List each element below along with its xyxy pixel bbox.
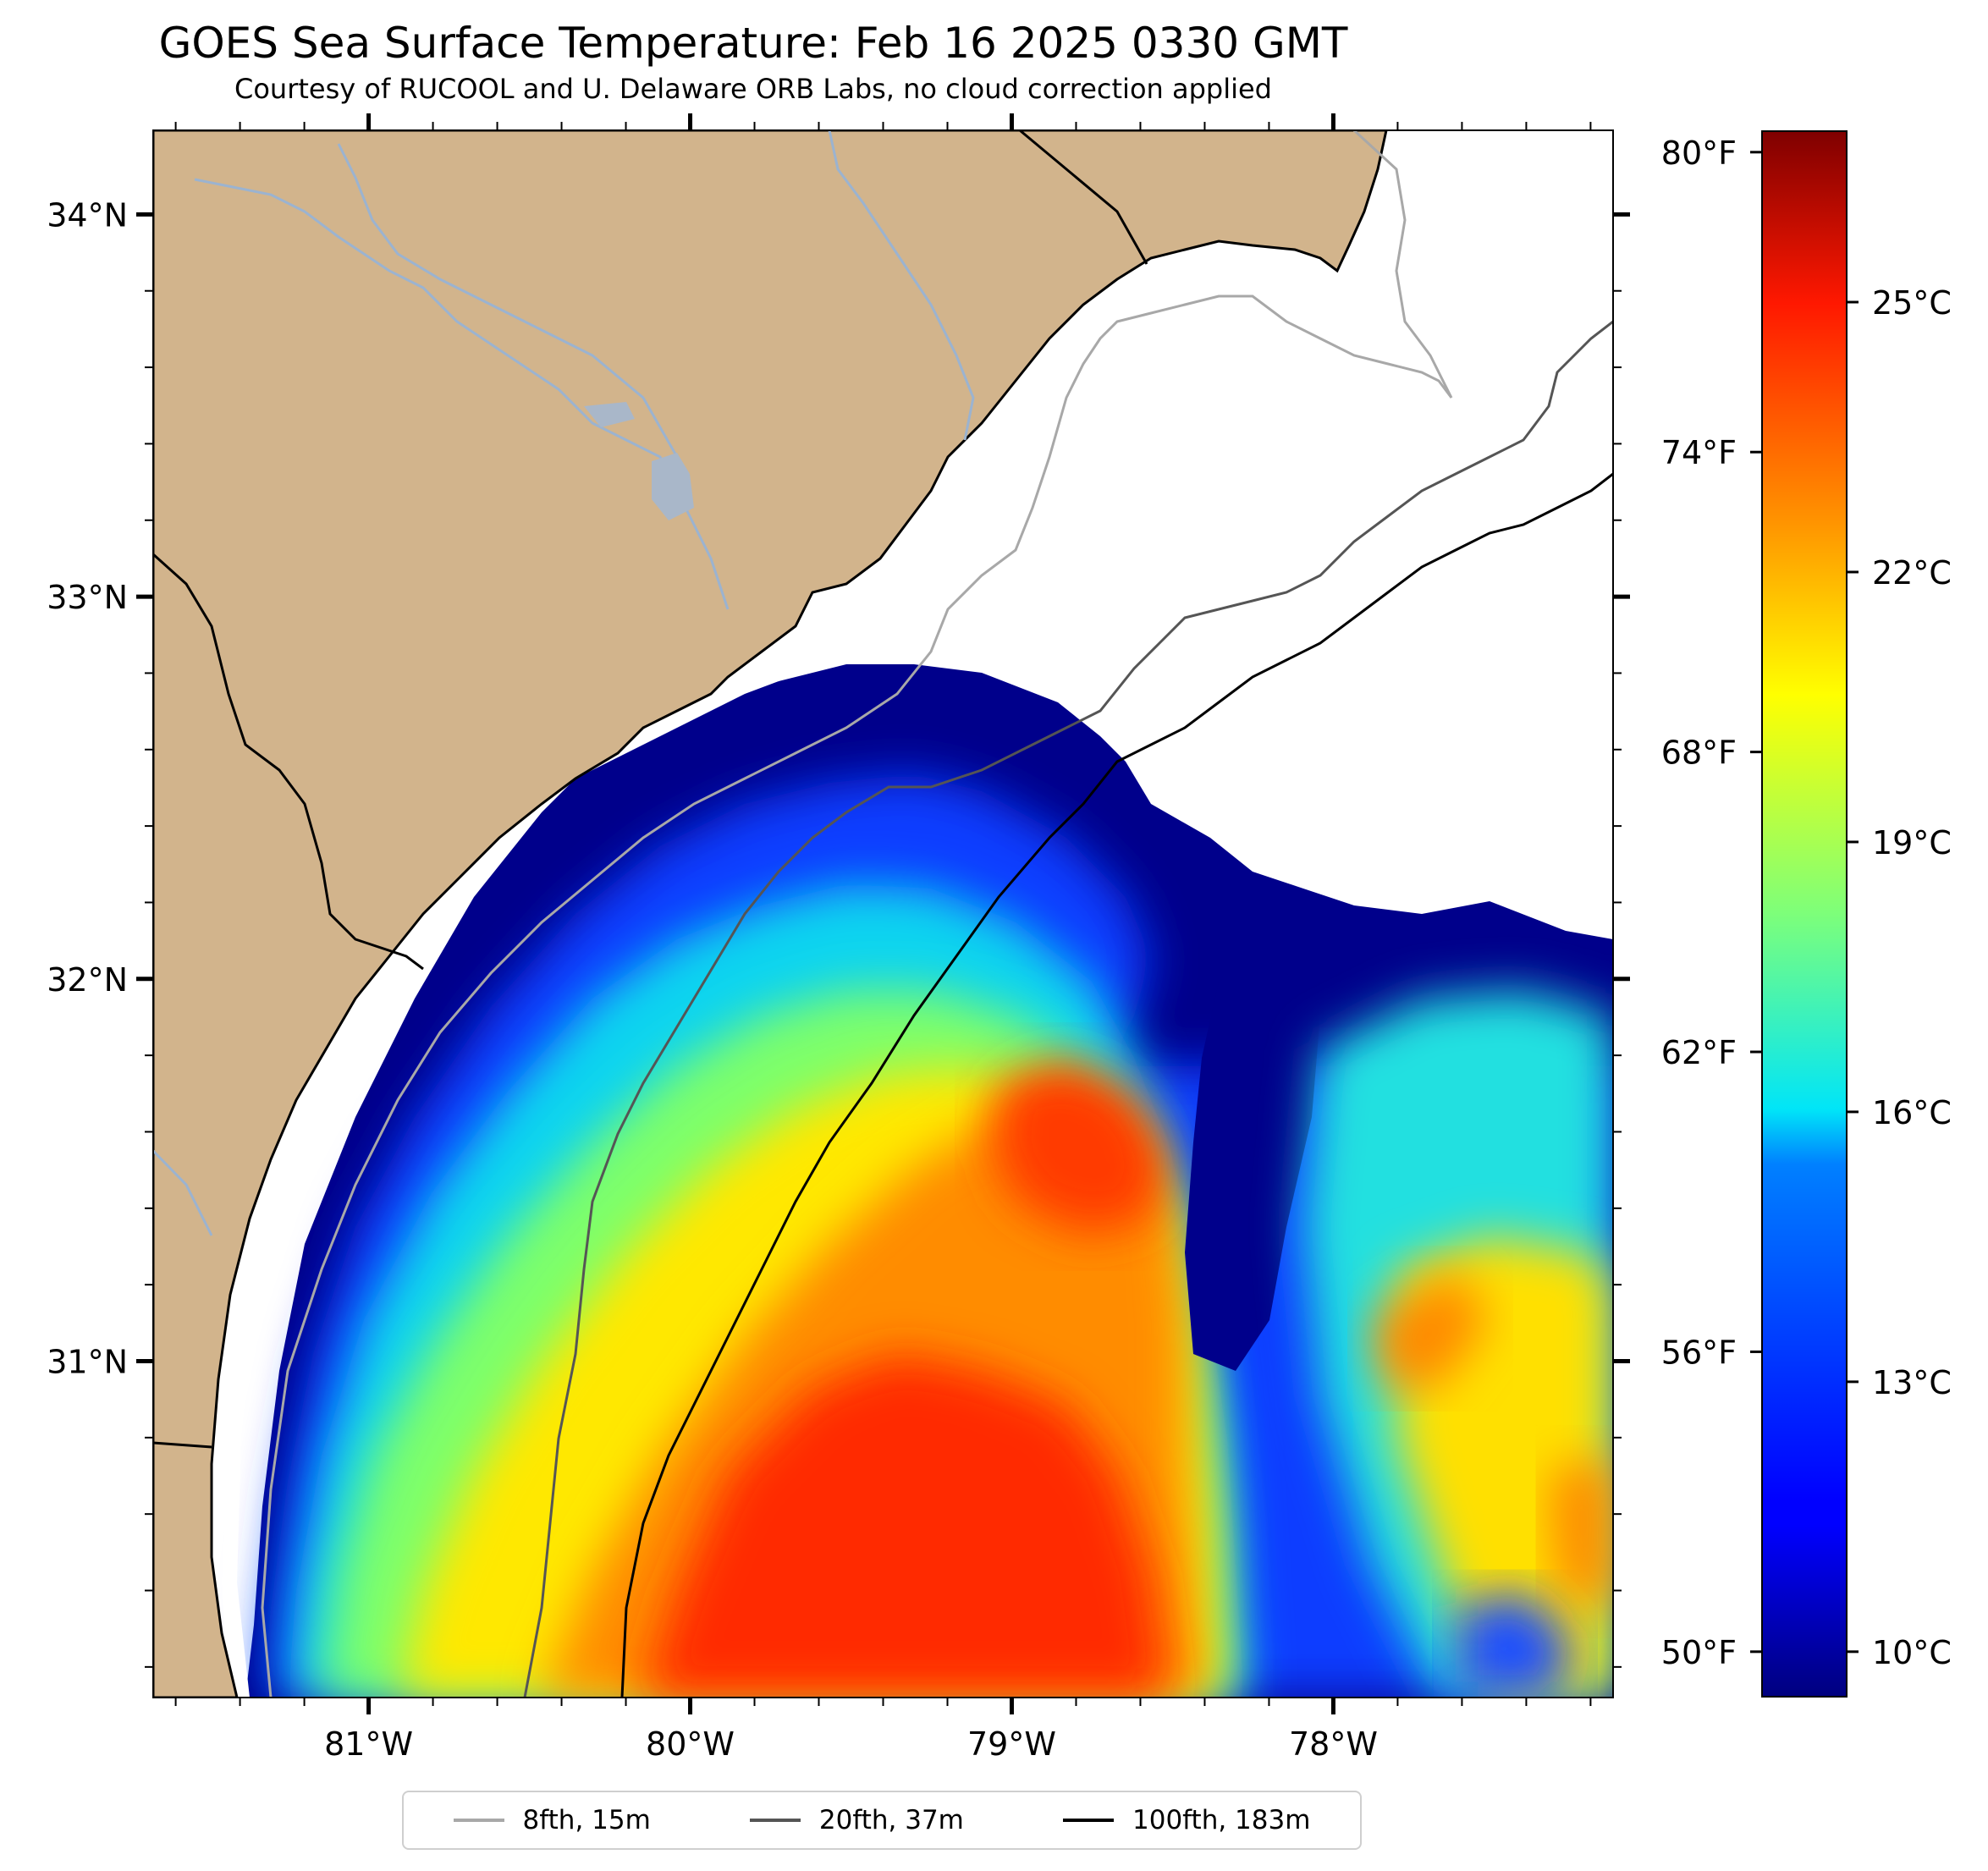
lat-tick-label: 33°N [47,579,128,616]
isobath-100fth [620,472,1613,1698]
lat-tick-label: 31°N [47,1343,128,1380]
colorbar-fahrenheit-label: 80°F [1661,135,1737,172]
legend-item-100fth: 100fth, 183m [1063,1805,1310,1835]
colorbar-celsius-label: 13°C [1872,1364,1952,1401]
colorbar-celsius-label: 19°C [1872,824,1952,861]
colorbar-fahrenheit-label: 74°F [1661,434,1737,471]
isobath-20fth [523,320,1613,1698]
legend-label-20fth: 20fth, 37m [818,1805,964,1835]
map-panel [153,130,1613,1698]
colorbar-celsius-label: 16°C [1872,1094,1952,1131]
colorbar-ticks: 25°C 22°C 19°C 16°C 13°C 10°C 80°F 74°F 68°F 62°F… [1661,135,1952,1671]
colorbar-fahrenheit-label: 50°F [1661,1634,1737,1671]
colorbar-celsius-label: 25°C [1872,284,1952,322]
sst-cold-filament [1185,973,1320,1371]
lake [652,453,694,520]
legend-line-20fth [749,1819,801,1822]
map-ticks: 81°W 80°W 79°W 78°W 34°N 33°N 32°N 31°N [47,113,1630,1763]
isobath-legend: 8fth, 15m 20fth, 37m 100fth, 183m [402,1791,1362,1850]
lat-tick-label: 32°N [47,961,128,999]
sst-east-orange [1371,1269,1490,1388]
state-border [153,553,424,971]
lat-tick-label: 34°N [47,196,128,234]
state-border-nc [1019,130,1148,265]
sst-east-orange-2 [1549,1456,1613,1608]
legend-item-8fth: 8fth, 15m [453,1805,651,1835]
legend-line-8fth [453,1819,504,1822]
legend-label-8fth: 8fth, 15m [522,1805,651,1835]
sst-red-patch-north [990,1058,1168,1235]
lon-tick-label: 80°W [646,1725,735,1763]
sst-east-blue [1456,1591,1574,1698]
colorbar-fahrenheit-label: 56°F [1661,1334,1737,1371]
colorbar-fahrenheit-label: 62°F [1661,1034,1737,1071]
chart-subtitle: Courtesy of RUCOOL and U. Delaware ORB L… [234,73,1272,105]
legend-item-20fth: 20fth, 37m [749,1805,964,1835]
colorbar-celsius-label: 10°C [1872,1634,1952,1671]
colorbar [1761,130,1848,1698]
sst-red-core [643,1354,1168,1698]
land-mass [153,130,1388,1698]
state-border-ga [153,1441,212,1449]
lon-tick-label: 78°W [1289,1725,1378,1763]
isobath-8fth [261,130,1453,1698]
colorbar-fahrenheit-label: 68°F [1661,735,1737,772]
lon-tick-label: 79°W [967,1725,1056,1763]
legend-label-100fth: 100fth, 183m [1132,1805,1311,1835]
colorbar-celsius-label: 22°C [1872,554,1952,592]
chart-title: GOES Sea Surface Temperature: Feb 16 202… [158,19,1348,68]
lon-tick-label: 81°W [324,1725,413,1763]
legend-line-100fth [1063,1819,1114,1822]
lake [584,402,635,427]
